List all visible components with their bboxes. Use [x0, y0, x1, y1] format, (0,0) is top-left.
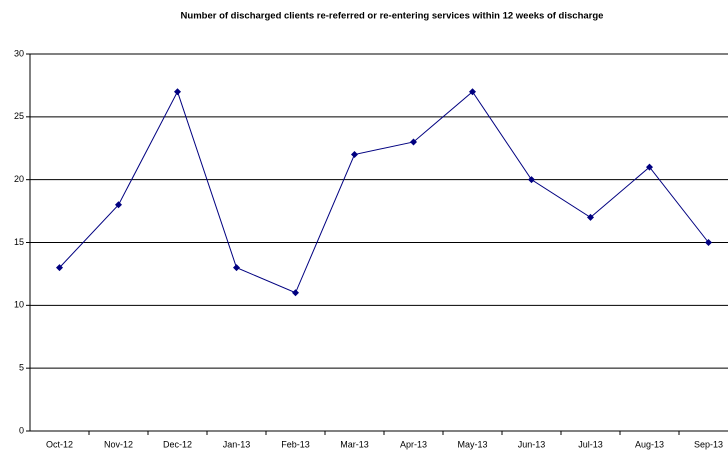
data-point — [292, 289, 299, 297]
y-tick-label: 15 — [14, 237, 24, 247]
x-tick-label: Mar-13 — [340, 439, 369, 449]
data-point — [528, 176, 535, 184]
x-tick-label: Nov-12 — [104, 439, 133, 449]
y-tick-label: 10 — [14, 300, 24, 310]
data-point — [233, 264, 240, 272]
data-point — [646, 163, 653, 171]
x-tick-label: Feb-13 — [281, 439, 310, 449]
x-tick-label: Aug-13 — [635, 439, 664, 449]
data-point — [587, 213, 594, 221]
data-point — [56, 264, 63, 272]
y-tick-label: 25 — [14, 111, 24, 121]
x-tick-label: Apr-13 — [400, 439, 427, 449]
y-tick-label: 0 — [19, 425, 24, 435]
data-line — [59, 90, 709, 294]
chart-title: Number of discharged clients re-referred… — [181, 11, 604, 22]
x-tick-label: May-13 — [457, 439, 487, 449]
x-tick-label: Jun-13 — [518, 439, 546, 449]
x-tick-label: Jan-13 — [223, 439, 251, 449]
x-tick-label: Oct-12 — [46, 439, 73, 449]
x-tick-label: Dec-12 — [163, 439, 192, 449]
x-tick-label: Jul-13 — [578, 439, 603, 449]
data-point — [351, 151, 358, 159]
y-tick-label: 20 — [14, 174, 24, 184]
data-point — [705, 239, 712, 246]
data-point — [410, 138, 417, 146]
data-point — [174, 88, 181, 96]
y-tick-label: 5 — [19, 363, 24, 373]
x-tick-label: Sep-13 — [694, 439, 723, 449]
y-tick-label: 30 — [14, 48, 24, 58]
data-point — [115, 201, 122, 209]
data-point — [469, 88, 476, 96]
